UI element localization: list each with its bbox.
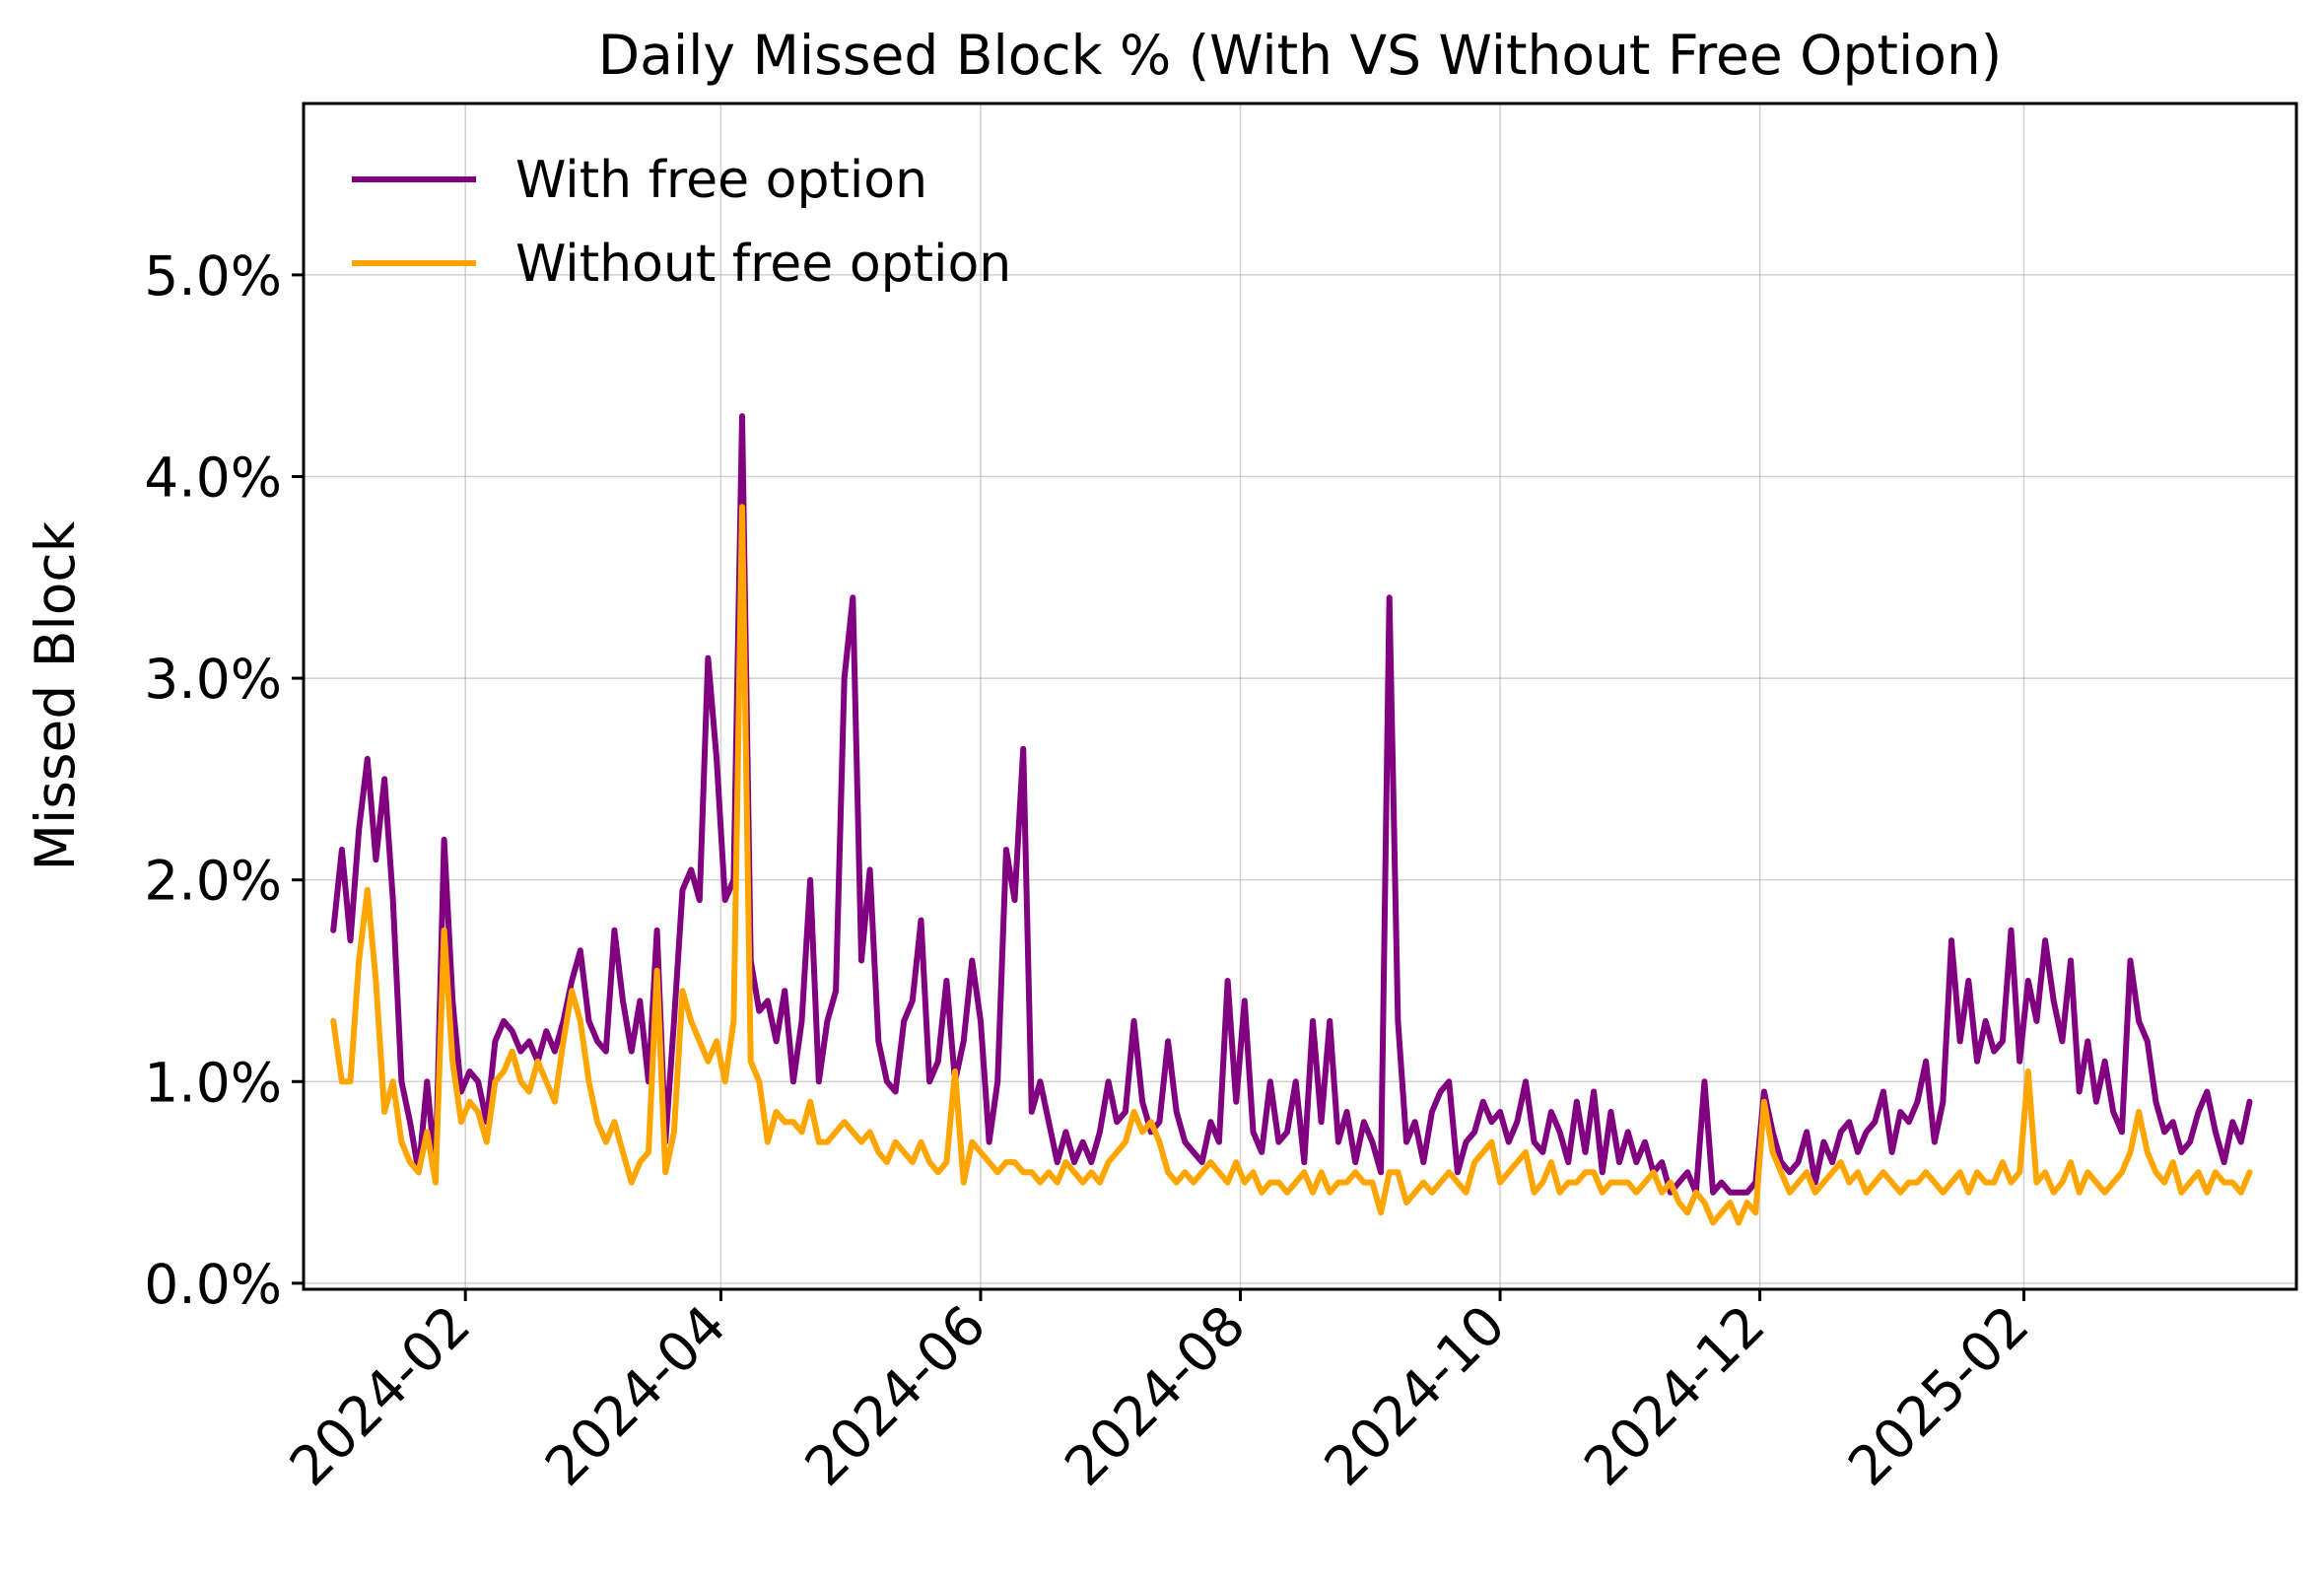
y-tick-label: 1.0%	[144, 1051, 282, 1114]
grid-lines	[304, 103, 2296, 1289]
y-tick-label: 2.0%	[144, 850, 282, 913]
y-axis-ticks: 0.0% 1.0% 2.0% 3.0% 4.0% 5.0%	[144, 244, 304, 1316]
y-axis-label: Missed Block	[24, 520, 87, 870]
legend-label-without-free-option: Without free option	[515, 235, 1011, 294]
legend: With free option Without free option	[352, 151, 1011, 294]
chart-title: Daily Missed Block % (With VS Without Fr…	[598, 24, 2002, 87]
series-line-without-free-option	[330, 504, 2253, 1226]
plot-area-frame	[302, 102, 2298, 1291]
legend-label-with-free-option: With free option	[515, 151, 927, 210]
y-tick-label: 0.0%	[144, 1253, 282, 1316]
series-lines	[330, 413, 2253, 1226]
y-tick-label: 5.0%	[144, 244, 282, 308]
y-tick-label: 4.0%	[144, 446, 282, 509]
y-tick-label: 3.0%	[144, 648, 282, 711]
